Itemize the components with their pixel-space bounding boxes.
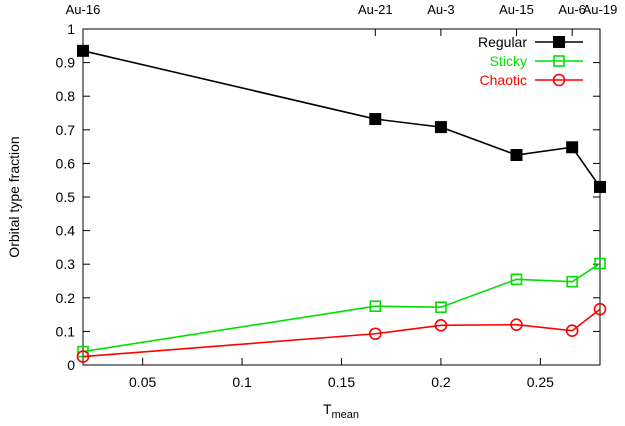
data-point-sticky <box>435 301 447 314</box>
y-tick-label: 0.7 <box>56 122 76 138</box>
y-tick-label: 0.3 <box>56 256 76 272</box>
top-axis-label: Au-19 <box>583 2 618 17</box>
y-tick-label: 0.4 <box>56 223 76 239</box>
x-axis-label-subscript: mean <box>332 409 360 421</box>
legend-label-regular: Regular <box>478 34 527 50</box>
x-tick-label: 0.2 <box>431 374 451 390</box>
data-point-regular <box>566 141 579 154</box>
top-axis-label: Au-3 <box>427 2 454 17</box>
x-tick-label: 0.1 <box>232 374 252 390</box>
series-line-sticky <box>82 262 601 353</box>
x-axis-label-main: T <box>323 401 332 417</box>
data-point-sticky <box>369 300 382 313</box>
data-point-sticky <box>594 257 606 270</box>
x-tick-label: 0.05 <box>129 374 156 390</box>
top-axis-labels: Au-16 Au-21 Au-3 Au-15 Au-6Au-19 <box>66 2 618 36</box>
legend-marker-chaotic <box>552 73 566 87</box>
x-axis-label: Tmean <box>323 401 359 421</box>
legend-marker-sticky <box>553 55 565 67</box>
x-tick-label: 0.15 <box>328 374 355 390</box>
legend-label-sticky: Sticky <box>490 53 527 69</box>
series-layer <box>76 44 607 363</box>
y-tick-label: 0.9 <box>56 55 76 71</box>
top-axis-label: Au-21 <box>358 2 393 17</box>
data-point-sticky <box>566 275 578 288</box>
y-axis: 0 0.1 0.2 0.3 0.4 0.5 0.6 0.7 0.8 0.9 1 <box>56 21 600 373</box>
data-point-regular <box>594 180 606 193</box>
y-tick-label: 0.8 <box>56 88 76 104</box>
legend: Regular Sticky Chaotic <box>478 34 583 88</box>
data-point-regular <box>369 113 382 126</box>
data-point-regular <box>434 121 447 134</box>
data-point-chaotic <box>434 319 448 332</box>
y-tick-label: 0 <box>67 357 75 373</box>
series-sticky <box>77 257 606 358</box>
y-tick-label: 0.5 <box>56 189 76 205</box>
data-point-chaotic <box>593 302 607 316</box>
series-line-chaotic <box>82 308 601 358</box>
y-tick-label: 0.2 <box>56 290 76 306</box>
x-tick-label: 0.25 <box>527 374 554 390</box>
legend-marker-regular <box>553 36 565 48</box>
data-point-chaotic <box>565 324 579 338</box>
y-tick-label: 0.6 <box>56 155 76 171</box>
legend-label-chaotic: Chaotic <box>480 72 527 88</box>
top-axis-label: Au-16 <box>66 2 101 17</box>
data-point-chaotic <box>76 350 90 363</box>
series-regular <box>77 44 606 193</box>
x-axis: 0.05 0.1 0.15 0.2 0.25 <box>129 358 554 390</box>
y-tick-label: 1 <box>67 21 75 37</box>
series-line-regular <box>82 50 601 188</box>
y-axis-label: Orbital type fraction <box>6 136 22 257</box>
top-axis-label: Au-15 <box>499 2 534 17</box>
series-chaotic <box>76 302 607 363</box>
data-point-chaotic <box>369 327 382 341</box>
data-point-regular <box>77 44 89 57</box>
data-point-chaotic <box>510 318 523 331</box>
data-point-sticky <box>510 273 523 286</box>
top-axis-label: Au-6 <box>558 2 585 17</box>
data-point-regular <box>510 149 523 161</box>
y-tick-label: 0.1 <box>56 323 76 339</box>
